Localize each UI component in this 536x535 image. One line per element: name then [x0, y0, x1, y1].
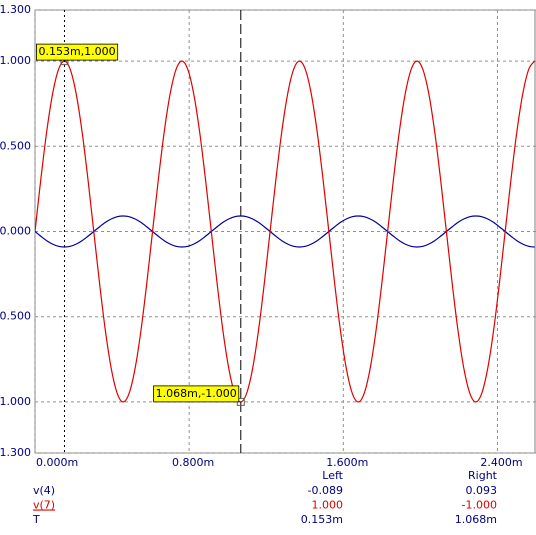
- readout-header: Left: [322, 469, 343, 482]
- overlay: 0.153m,1.000 1.068m,-1.000 Left Right v(4) -0…: [32, 10, 498, 526]
- cursor-label-box: [36, 43, 119, 61]
- readout-value: -1.000: [462, 499, 497, 512]
- y-tick-label: -1.300: [0, 446, 31, 459]
- readout-name: v(4): [33, 484, 55, 497]
- x-tick-label: 2.400m: [480, 456, 522, 469]
- y-tick-label: -1.000: [0, 395, 31, 408]
- series-line: [35, 60, 536, 403]
- x-tick-label: 0.000m: [36, 456, 78, 469]
- readout-value: 0.153m: [301, 513, 343, 526]
- cursor-label: 1.068m,-1.000: [156, 387, 237, 400]
- cursor-label-box: [153, 385, 240, 403]
- readout-value: 0.093: [466, 484, 498, 497]
- y-tick-label: -0.500: [0, 310, 31, 323]
- readout-value: 1.068m: [455, 513, 497, 526]
- y-tick-label: 0.500: [0, 139, 31, 152]
- y-tick-label: 1.300: [0, 3, 31, 16]
- grid: -1.300 -1.000 -0.500 0.000 0.500 1.000 1.300 0.…: [0, 3, 536, 469]
- readout-value: 1.000: [312, 499, 344, 512]
- readout-value: -0.089: [308, 484, 343, 497]
- x-tick-label: 1.600m: [326, 456, 368, 469]
- readout-name: T: [32, 513, 40, 526]
- series-line: [35, 215, 535, 248]
- x-tick-label: 0.800m: [172, 456, 214, 469]
- y-tick-label: 1.000: [0, 54, 31, 67]
- readout-header: Right: [468, 469, 498, 482]
- y-tick-label: 0.000: [0, 225, 31, 238]
- cursor-label: 0.153m,1.000: [38, 45, 115, 58]
- lines: [35, 60, 536, 403]
- readout-name: v(7): [33, 499, 55, 512]
